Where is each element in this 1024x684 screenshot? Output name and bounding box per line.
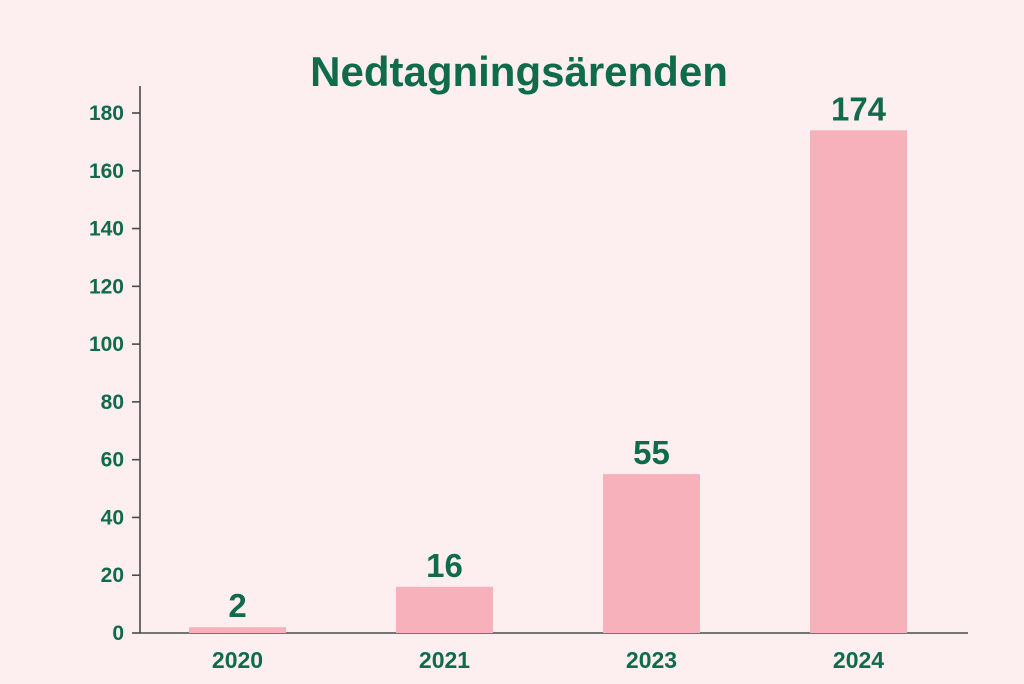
data-label: 55 [633,434,670,471]
data-label: 16 [426,547,463,584]
x-tick-label: 2024 [833,647,884,673]
bar-group [189,130,907,634]
y-axis-ticks: 0 20 40 60 80 100 120 140 160 180 [89,102,140,645]
bar [810,130,907,634]
y-tick-label: 0 [112,622,124,645]
x-tick-label: 2020 [212,647,263,673]
bar [189,627,286,633]
y-tick-label: 100 [89,333,124,356]
data-label: 174 [831,90,887,127]
y-tick-label: 120 [89,275,124,298]
chart-title: Nedtagningsärenden [310,48,728,95]
y-tick-label: 20 [101,564,124,587]
data-label: 2 [228,587,246,624]
y-tick-label: 60 [101,449,124,472]
x-tick-label: 2021 [419,647,470,673]
y-tick-label: 40 [101,506,124,529]
y-tick-label: 180 [89,102,124,125]
bar [603,474,700,633]
y-tick-label: 160 [89,160,124,183]
bar [396,586,493,633]
y-tick-label: 80 [101,391,124,414]
y-tick-label: 140 [89,218,124,241]
x-axis-labels: 2020 2021 2023 2024 [212,647,884,673]
data-labels: 2 16 55 174 [228,90,886,624]
x-tick-label: 2023 [626,647,677,673]
